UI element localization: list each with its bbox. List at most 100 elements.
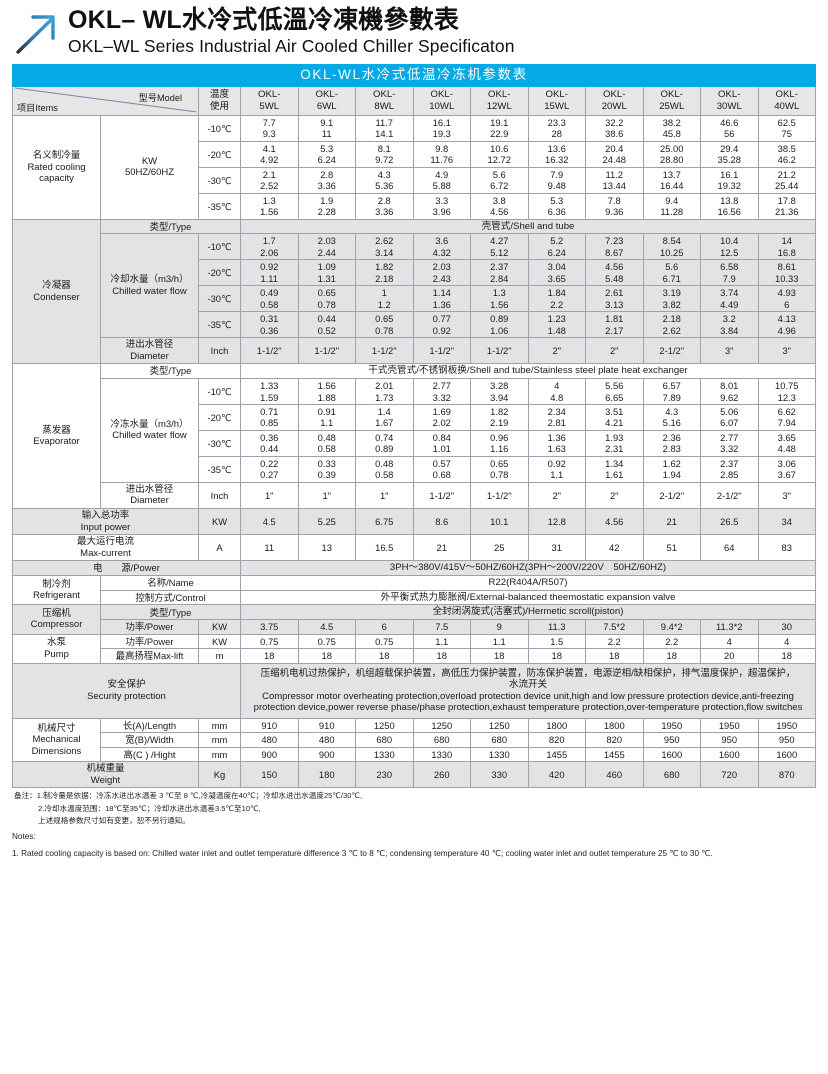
data-cell: 0.22 0.27 (240, 455, 299, 483)
row-label-security: 安全保护 Security protection (12, 662, 241, 719)
dimension-label-height: 高(C ) /Hight (100, 746, 199, 763)
data-cell: 870 (757, 761, 816, 789)
data-cell: 3.8 4.56 (470, 192, 529, 220)
data-cell: 8.54 10.25 (642, 233, 701, 261)
evaporator-type-label: 类型/Type (100, 363, 241, 380)
data-cell: 480 (297, 732, 356, 748)
data-cell: 2.8 3.36 (297, 166, 356, 194)
dimension-label-length: 长(A)/Length (100, 717, 199, 734)
data-cell: 5.6 6.71 (642, 259, 701, 287)
table-row: 制冷剂 Refrigerant 名称/Name R22(R404A/R507) (12, 574, 816, 606)
power-supply-value: 3PH～380V/415V～50HZ/60HZ(3PH～200V/220V 50… (240, 560, 816, 576)
data-cell: 2.1 2.52 (240, 166, 299, 194)
data-cell: 9.4*2 (642, 619, 701, 635)
data-cell: 680 (642, 761, 701, 789)
data-cell: 1-1/2" (240, 337, 299, 365)
table-row: -30℃ 0.49 0.58 0.65 0.78 1 1.2 1.14 1.36 1.3… (13, 285, 816, 313)
data-cell: 1.9 2.28 (297, 192, 356, 220)
pump-lift-unit: m (198, 648, 241, 664)
data-cell: 1950 (642, 717, 701, 734)
model-header-12wl: OKL- 12WL (470, 86, 529, 116)
data-cell: 51 (642, 534, 701, 562)
data-cell: 62.5 75 (757, 115, 816, 142)
data-cell: 180 (297, 761, 356, 789)
data-cell: 9 (470, 619, 529, 635)
row-label-input-power: 输入总功率 Input power (12, 507, 199, 536)
weight-unit: Kg (198, 761, 241, 789)
data-cell: 1.84 2.2 (527, 285, 586, 313)
data-cell: 2" (585, 337, 644, 365)
data-cell: 900 (240, 746, 299, 763)
table-row: 冷凝器 Condenser 类型/Type 壳管式/Shell and tube (12, 218, 816, 365)
row-label-dimensions: 机械尺寸 Mechanical Dimensions (12, 717, 101, 763)
temp-header: 温度 使用 (198, 86, 241, 116)
data-cell: 13 (297, 534, 356, 562)
evaporator-type-value: 干式壳管式/不锈钢板换/Shell and tube/Stainless ste… (240, 363, 816, 380)
data-cell: 0.44 0.52 (297, 311, 356, 339)
data-cell: 4.13 4.96 (757, 311, 816, 339)
data-cell: 910 (297, 717, 356, 734)
row-unit-rated-capacity: KW 50HZ/60HZ (100, 115, 199, 220)
data-cell: 4.9 5.88 (412, 166, 471, 194)
data-cell: 1250 (412, 717, 471, 734)
data-cell: 950 (642, 732, 701, 748)
data-cell: 1.5 (527, 633, 586, 650)
model-header-40wl: OKL- 40WL (757, 86, 816, 116)
table-row: 控制方式/Control 外平衡式热力膨胀阀/External-balanced… (13, 589, 816, 606)
data-cell: 0.65 0.78 (470, 455, 529, 483)
data-cell: 1800 (527, 717, 586, 734)
data-cell: 1950 (700, 717, 759, 734)
data-cell: 0.57 0.68 (412, 455, 471, 483)
data-cell: 2" (585, 481, 644, 509)
data-cell: 1250 (470, 717, 529, 734)
data-cell: 1.93 2.31 (585, 429, 644, 457)
row-label-condenser: 冷凝器 Condenser (12, 218, 101, 365)
compressor-power-unit: KW (198, 619, 241, 635)
data-cell: 1600 (757, 746, 816, 763)
data-cell: 2.36 2.83 (642, 429, 701, 457)
data-cell: 11.2 13.44 (585, 166, 644, 194)
data-cell: 6.62 7.94 (757, 404, 816, 431)
table-row: -30℃ 2.1 2.52 2.8 3.36 4.3 5.36 4.9 5.88 5.6… (13, 166, 816, 194)
table-row: -20℃ 0.71 0.85 0.91 1.1 1.4 1.67 1.69 2.02 1… (13, 404, 816, 431)
note-cn-3: 上述规格参数尺寸如有变更，恕不另行通知。 (38, 815, 190, 825)
data-cell: 1.09 1.31 (297, 259, 356, 287)
data-cell: 480 (240, 732, 299, 748)
data-cell: 5.3 6.24 (297, 140, 356, 168)
table-row: 最高扬程Max-lift m 18 18 18 18 18 18 18 18 2… (13, 648, 816, 664)
data-cell: 4.3 5.16 (642, 404, 701, 431)
data-cell: 4.93 6 (757, 285, 816, 313)
compressor-power-label: 功率/Power (100, 619, 199, 635)
data-cell: 18 (470, 648, 529, 664)
page-title-en: OKL–WL Series Industrial Air Cooled Chil… (68, 36, 515, 56)
data-cell: 7.9 9.48 (527, 166, 586, 194)
data-cell: 11.3*2 (700, 619, 759, 635)
data-cell: 1455 (585, 746, 644, 763)
data-cell: 0.31 0.36 (240, 311, 299, 339)
data-cell: 4 (757, 633, 816, 650)
data-cell: 3.3 3.96 (412, 192, 471, 220)
data-cell: 1455 (527, 746, 586, 763)
row-label-max-current: 最大运行电流 Max-current (12, 534, 199, 562)
dimension-unit: mm (198, 717, 241, 734)
data-cell: 10.1 (470, 507, 529, 536)
temp-cell: -10℃ (198, 378, 241, 405)
data-cell: 3.06 3.67 (757, 455, 816, 483)
data-cell: 3.19 3.82 (642, 285, 701, 313)
temp-cell: -20℃ (198, 259, 241, 287)
model-header-30wl: OKL- 30WL (700, 86, 759, 116)
table-row: 水泵 Pump 功率/Power KW 0.75 0.75 0.75 1.1 1… (12, 633, 816, 664)
data-cell: 11.7 14.1 (355, 115, 414, 142)
data-cell: 3" (757, 337, 816, 365)
data-cell: 1.34 1.61 (585, 455, 644, 483)
data-cell: 1-1/2" (470, 337, 529, 365)
data-cell: 7.23 8.67 (585, 233, 644, 261)
data-cell: 2.37 2.85 (700, 455, 759, 483)
data-cell: 7.5*2 (585, 619, 644, 635)
compressor-type-label: 类型/Type (100, 604, 241, 621)
table-row: 输入总功率 Input power KW 4.5 5.25 6.75 8.6 1… (12, 507, 816, 536)
data-cell: 0.36 0.44 (240, 429, 299, 457)
data-cell: 21.2 25.44 (757, 166, 816, 194)
data-cell: 1.33 1.59 (240, 378, 299, 405)
